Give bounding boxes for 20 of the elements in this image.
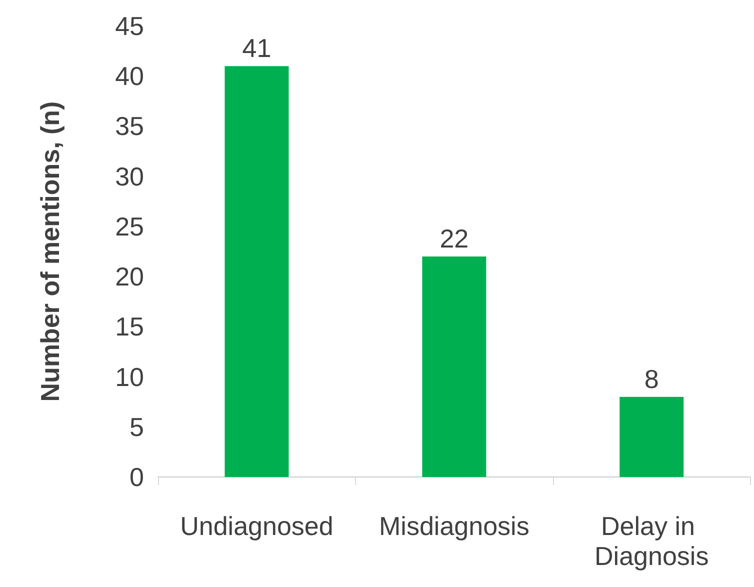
- data-label: 41: [242, 33, 272, 64]
- y-tick-label: 30: [115, 161, 144, 192]
- y-tick-label: 15: [115, 312, 144, 342]
- y-tick-label: 25: [115, 211, 144, 242]
- y-tick-label: 45: [115, 11, 144, 41]
- x-tick-label: Undiagnosed: [180, 511, 334, 541]
- data-label: 8: [644, 364, 659, 394]
- y-axis-title: Number of mentions, (n): [35, 101, 65, 402]
- bar: [620, 396, 684, 477]
- y-tick-label: 10: [115, 362, 144, 392]
- data-label: 22: [440, 224, 469, 254]
- y-tick-label: 0: [130, 462, 144, 492]
- bar: [422, 256, 486, 477]
- y-tick-label: 40: [115, 61, 144, 92]
- x-tick-label: Delay in Diagnosis: [594, 511, 709, 571]
- bar: [224, 66, 289, 477]
- x-tick-label: Misdiagnosis: [379, 511, 530, 541]
- y-tick-label: 5: [130, 412, 144, 442]
- y-tick-label: 20: [115, 262, 144, 292]
- y-tick-label: 35: [115, 111, 144, 142]
